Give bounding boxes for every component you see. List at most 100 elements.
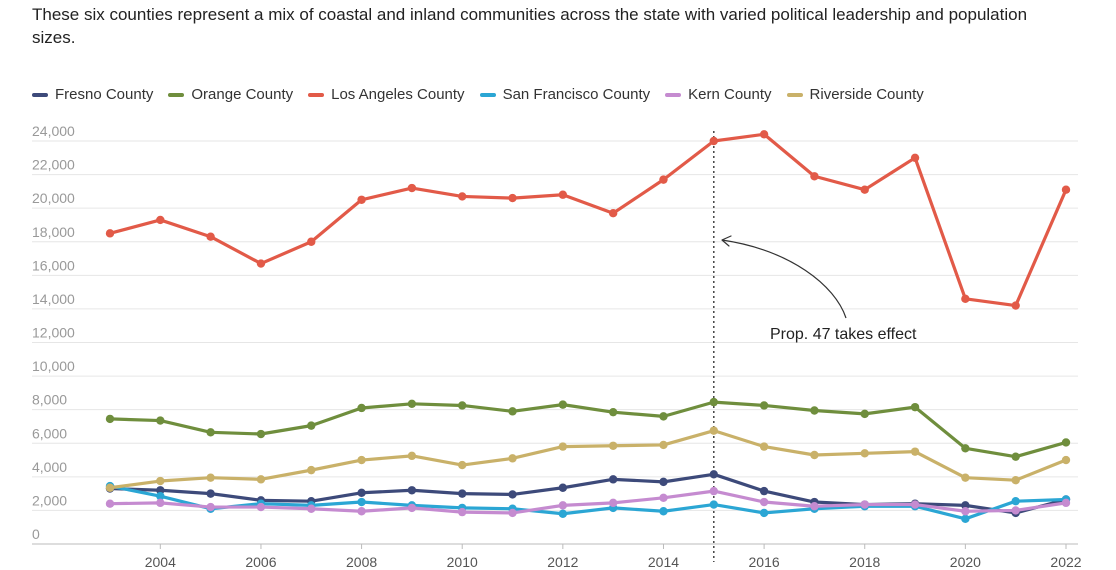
data-point (508, 407, 517, 416)
data-point (206, 473, 215, 482)
x-tick-label: 2006 (245, 554, 276, 570)
annotation-arrowhead (721, 235, 732, 247)
data-point (608, 209, 618, 218)
data-point (156, 498, 165, 508)
data-point (961, 294, 970, 304)
legend-label: San Francisco County (502, 86, 651, 103)
series-line (108, 429, 1068, 490)
data-point (508, 193, 517, 203)
x-tick-label: 2020 (950, 554, 981, 570)
data-point (860, 185, 869, 194)
data-point (256, 429, 266, 439)
data-point (961, 507, 970, 516)
data-point (458, 401, 467, 410)
annotation: Prop. 47 takes effect (721, 235, 917, 343)
y-tick-label: 24,000 (32, 123, 75, 139)
series-line (108, 484, 1068, 521)
data-point (1011, 301, 1020, 310)
data-point (508, 454, 517, 463)
data-point (558, 190, 568, 199)
data-point (156, 416, 165, 425)
data-point (810, 450, 819, 460)
data-point (608, 498, 618, 508)
legend-label: Kern County (688, 86, 772, 103)
y-tick-label: 6,000 (32, 425, 67, 441)
data-point (709, 500, 718, 509)
data-point (307, 421, 316, 430)
data-point (105, 414, 115, 424)
legend-item: Kern County (665, 86, 772, 103)
data-point (608, 407, 618, 417)
data-point (1011, 506, 1020, 515)
data-point (659, 477, 668, 487)
legend-swatch (786, 92, 803, 97)
data-point (1011, 475, 1020, 485)
y-tick-label: 10,000 (32, 358, 75, 374)
data-point (810, 502, 819, 511)
data-point (910, 500, 920, 509)
data-point (256, 502, 266, 512)
chart-legend: Fresno County Orange County Los Angeles Co… (32, 86, 939, 103)
annotation-label: Prop. 47 takes effect (770, 326, 917, 343)
data-point (961, 501, 970, 510)
data-point (407, 486, 417, 495)
x-tick-label: 2018 (849, 554, 880, 570)
data-point (357, 507, 366, 516)
data-point (458, 507, 467, 517)
data-point (659, 412, 668, 421)
data-point (759, 508, 769, 518)
legend-label: Los Angeles County (331, 86, 465, 103)
data-point (307, 237, 316, 246)
data-point (860, 409, 869, 419)
data-point (156, 491, 165, 501)
data-point (458, 460, 467, 470)
data-point (709, 486, 718, 496)
data-point (1061, 438, 1071, 447)
data-point (307, 504, 316, 513)
data-point (810, 406, 819, 415)
data-point (961, 473, 970, 482)
data-point (256, 259, 266, 268)
data-point (558, 442, 568, 451)
data-point (810, 172, 819, 181)
series-line (108, 400, 1068, 459)
x-tick-label: 2004 (145, 554, 176, 570)
data-point (558, 483, 568, 492)
data-point (759, 497, 769, 507)
series-riverside-county (105, 426, 1071, 492)
series-line (108, 489, 1068, 515)
data-point (105, 483, 115, 492)
data-point (307, 465, 316, 475)
legend-swatch (32, 92, 48, 97)
data-point (1061, 185, 1071, 194)
x-tick-label: 2010 (447, 554, 478, 570)
data-point (206, 232, 215, 241)
x-tick-label: 2012 (547, 554, 578, 570)
data-point (759, 130, 769, 139)
legend-swatch (168, 92, 185, 97)
data-point (407, 503, 417, 513)
y-tick-label: 12,000 (32, 325, 75, 341)
data-point (759, 442, 769, 451)
data-point (910, 402, 920, 412)
y-tick-label: 4,000 (32, 459, 67, 475)
data-point (860, 500, 869, 509)
data-point (407, 183, 417, 193)
y-tick-label: 16,000 (32, 257, 75, 273)
data-point (1011, 496, 1020, 506)
y-tick-label: 8,000 (32, 392, 67, 408)
legend-item: Orange County (168, 86, 293, 103)
data-point (709, 426, 718, 435)
data-point (759, 401, 769, 410)
legend-label: Orange County (191, 86, 294, 103)
y-tick-label: 20,000 (32, 190, 75, 206)
legend-swatch (665, 92, 682, 97)
legend-label: Fresno County (55, 86, 154, 103)
x-tick-label: 2008 (346, 554, 377, 570)
data-point (357, 497, 366, 507)
legend-swatch (479, 92, 496, 97)
data-point (659, 493, 668, 503)
x-tick-label: 2022 (1050, 554, 1081, 570)
data-point (508, 508, 517, 518)
data-point (357, 455, 366, 465)
